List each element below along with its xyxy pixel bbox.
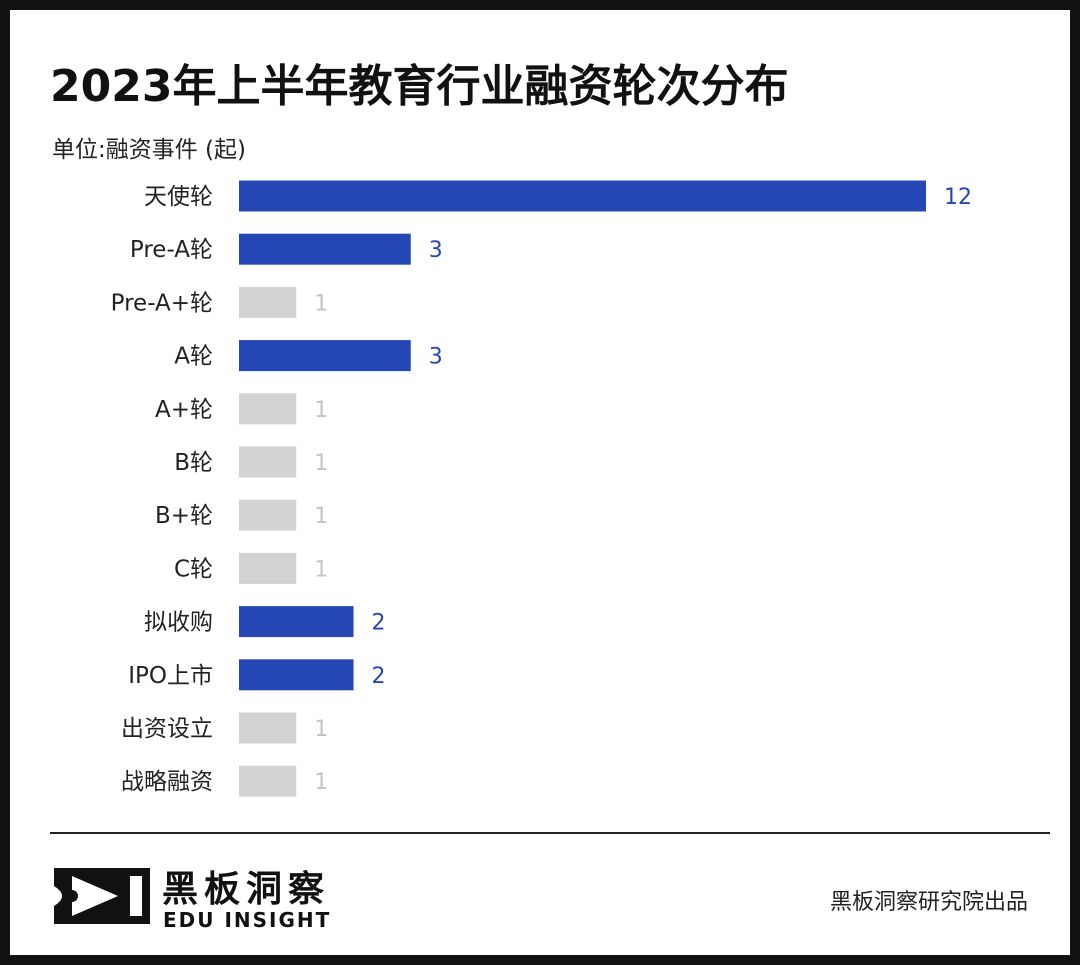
category-label: C轮 [174,556,213,582]
category-label: 拟收购 [144,610,213,636]
bar [239,606,354,638]
bar [239,552,297,584]
value-label: 1 [314,504,328,529]
bar [239,712,297,744]
value-label: 1 [314,717,328,742]
value-label: 12 [944,185,972,210]
bar [239,446,297,478]
unit-label: 单位:融资事件 (起) [52,137,247,163]
credit-text: 黑板洞察研究院出品 [829,890,1028,915]
category-label: 战略融资 [121,769,213,795]
bar [239,233,411,265]
category-label: 出资设立 [121,716,213,742]
category-label: B轮 [174,450,213,476]
bar [239,499,297,531]
value-label: 1 [314,291,328,316]
chart-title: 2023年上半年教育行业融资轮次分布 [50,61,789,112]
value-label: 1 [314,557,328,582]
bar [239,180,926,212]
value-label: 2 [372,664,386,689]
edu-insight-logo-icon [54,868,150,924]
category-label: IPO上市 [128,663,213,689]
category-label: A+轮 [155,397,213,423]
value-label: 1 [314,398,328,423]
bar [239,659,354,691]
value-label: 1 [314,451,328,476]
bar [239,340,411,372]
footer-divider [50,832,1050,834]
value-label: 1 [314,770,328,795]
category-label: Pre-A+轮 [111,290,213,316]
bar [239,286,297,318]
category-label: B+轮 [155,503,213,529]
category-label: Pre-A轮 [130,237,213,263]
value-label: 3 [429,238,443,263]
bar [239,393,297,425]
brand-name-cn: 黑板洞察 [162,869,331,910]
category-label: A轮 [174,344,213,370]
bar [239,765,297,797]
brand-name-en: EDU INSIGHT [163,908,332,932]
value-label: 2 [372,611,386,636]
value-label: 3 [429,345,443,370]
category-label: 天使轮 [144,184,213,210]
